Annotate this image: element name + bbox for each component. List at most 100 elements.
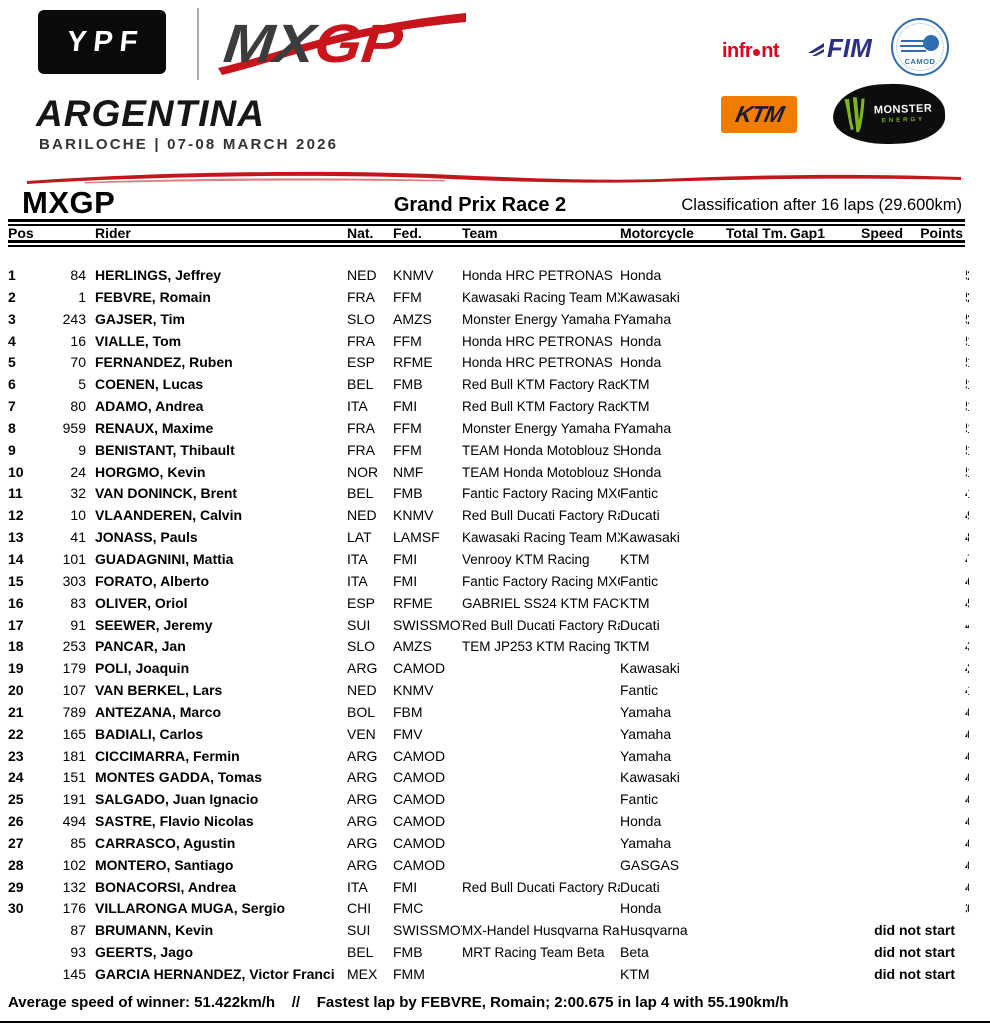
- team-cell: Red Bull Ducati Factory Ra: [462, 508, 620, 524]
- table-row: 29 132 BONACORSI, Andrea ITA FMI Red Bul…: [8, 877, 969, 899]
- rider-name-cell: VIALLE, Tom: [95, 332, 182, 349]
- federation-cell: SWISSMOTO: [393, 616, 462, 633]
- team-cell: Honda HRC PETRONAS: [462, 355, 613, 371]
- team-cell: Kawasaki Racing Team MX: [462, 530, 620, 546]
- rule-above-header: [8, 219, 965, 226]
- rider-name-cell: GAJSER, Tim: [95, 310, 185, 327]
- federation-cell: CAMOD: [393, 660, 446, 677]
- race-number-cell: 176: [62, 900, 86, 917]
- camod-line-icon: [900, 45, 929, 47]
- motorcycle-cell: Kawasaki: [620, 660, 680, 677]
- points-cell: 0: [967, 877, 969, 899]
- rider-name-cell: ANTEZANA, Marco: [95, 703, 222, 720]
- points-cell: 4: [967, 615, 969, 637]
- ypf-logo-text: YPF: [65, 25, 146, 58]
- motorcycle-cell: Yamaha: [620, 834, 672, 851]
- nationality-cell: LAT: [347, 529, 372, 546]
- team-cell: Red Bull KTM Factory Raci: [462, 399, 620, 415]
- motorcycle-cell: Kawasaki: [620, 529, 680, 546]
- position-cell: 11: [8, 485, 23, 502]
- speed-cell: 49.890: [965, 483, 967, 505]
- position-cell: 17: [8, 616, 24, 633]
- motorcycle-cell: GASGAS: [620, 856, 680, 873]
- motorcycle-cell: Yamaha: [620, 419, 672, 436]
- table-row: 8 959 RENAUX, Maxime FRA FFM Monster Ene…: [8, 418, 969, 440]
- nationality-cell: ITA: [347, 550, 368, 567]
- table-row: 16 83 OLIVER, Oriol ESP RFME GABRIEL SS2…: [8, 593, 969, 615]
- motorcycle-cell: Fantic: [620, 682, 659, 699]
- federation-cell: KNMV: [393, 682, 434, 699]
- speed-cell: 49.032: [965, 593, 967, 615]
- classification-info: Classification after 16 laps (29.600km): [681, 196, 962, 214]
- team-cell: Kawasaki Racing Team MX: [462, 289, 620, 305]
- table-row: 2 1 FEBVRE, Romain FRA FFM Kawasaki Raci…: [8, 287, 969, 309]
- fim-text: FIM: [827, 33, 872, 63]
- position-cell: 3: [8, 310, 16, 327]
- table-body: 1 84 HERLINGS, Jeffrey NED KNMV Honda HR…: [8, 247, 969, 986]
- rider-name-cell: POLI, Joaquin: [95, 660, 190, 677]
- race-number-cell: 191: [62, 791, 86, 808]
- team-cell: Fantic Factory Racing MXG: [462, 573, 620, 589]
- speed-cell: 50.501: [965, 374, 967, 396]
- points-cell: 0: [967, 898, 969, 920]
- nationality-cell: NED: [347, 507, 377, 524]
- federation-cell: CAMOD: [393, 747, 446, 764]
- position-cell: 16: [8, 594, 24, 611]
- speed-cell: 50.375: [965, 418, 967, 440]
- speed-cell: 45.991: [965, 724, 967, 746]
- rider-name-cell: BENISTANT, Thibault: [95, 441, 235, 458]
- red-brush-divider: [27, 171, 961, 184]
- ktm-logo: KTM: [721, 96, 797, 133]
- race-number-cell: 107: [62, 682, 86, 699]
- table-row: 4 16 VIALLE, Tom FRA FFM Honda HRC PETRO…: [8, 331, 969, 353]
- motorcycle-cell: Honda: [620, 332, 662, 349]
- federation-cell: CAMOD: [393, 813, 446, 830]
- speed-cell: 43.743: [965, 877, 967, 899]
- rider-name-cell: SASTRE, Flavio Nicolas: [95, 813, 254, 830]
- rider-name-cell: VAN BERKEL, Lars: [95, 682, 223, 699]
- position-cell: 19: [8, 660, 24, 677]
- federation-cell: AMZS: [393, 638, 432, 655]
- camod-text: CAMOD: [904, 57, 936, 66]
- nationality-cell: FRA: [347, 441, 375, 458]
- event-country-title: ARGENTINA: [36, 93, 265, 134]
- motorcycle-cell: Honda: [620, 813, 662, 830]
- rider-name-cell: JONASS, Pauls: [95, 529, 198, 546]
- team-cell: Monster Energy Yamaha Fa: [462, 311, 620, 327]
- race-number-cell: 959: [62, 419, 86, 436]
- summary-line: Average speed of winner: 51.422km/h // F…: [8, 994, 789, 1011]
- race-number-cell: 165: [62, 725, 86, 742]
- race-number-cell: 91: [70, 616, 86, 633]
- team-cell: Fantic Factory Racing MXG: [462, 486, 620, 502]
- points-cell: 13: [967, 418, 969, 440]
- race-number-cell: 32: [70, 485, 86, 502]
- camod-line-icon: [901, 50, 926, 52]
- points-cell: 11: [967, 462, 969, 484]
- monster-text-line2: ENERGY: [881, 116, 926, 125]
- header-points: Points: [920, 226, 963, 240]
- motorcycle-cell: Husqvarna: [620, 922, 688, 939]
- header-motorcycle: Motorcycle: [620, 226, 694, 240]
- federation-cell: FFM: [393, 441, 422, 458]
- federation-cell: FMI: [393, 572, 418, 589]
- motorcycle-cell: KTM: [620, 594, 650, 611]
- position-cell: 2: [8, 288, 16, 305]
- motorcycle-cell: Kawasaki: [620, 769, 680, 786]
- race-number-cell: 16: [70, 332, 86, 349]
- nationality-cell: VEN: [347, 725, 376, 742]
- table-row: 28 102 MONTERO, Santiago ARG CAMOD GASGA…: [8, 855, 969, 877]
- table-row: 11 32 VAN DONINCK, Brent BEL FMB Fantic …: [8, 483, 969, 505]
- speed-cell: 49.751: [965, 505, 967, 527]
- rider-name-cell: OLIVER, Oriol: [95, 594, 188, 611]
- federation-cell: CAMOD: [393, 856, 446, 873]
- table-header-row: Pos Rider Nat. Fed. Team Motorcycle Tota…: [8, 226, 965, 240]
- race-number-cell: 494: [62, 813, 86, 830]
- nationality-cell: ITA: [347, 878, 368, 895]
- federation-cell: FMV: [393, 725, 423, 742]
- table-row: 13 41 JONASS, Pauls LAT LAMSF Kawasaki R…: [8, 527, 969, 549]
- motorcycle-cell: Ducati: [620, 616, 660, 633]
- race-number-cell: 70: [70, 354, 86, 371]
- federation-cell: AMZS: [393, 310, 432, 327]
- speed-cell: 39.764: [965, 898, 967, 920]
- logo-separator: [197, 8, 199, 80]
